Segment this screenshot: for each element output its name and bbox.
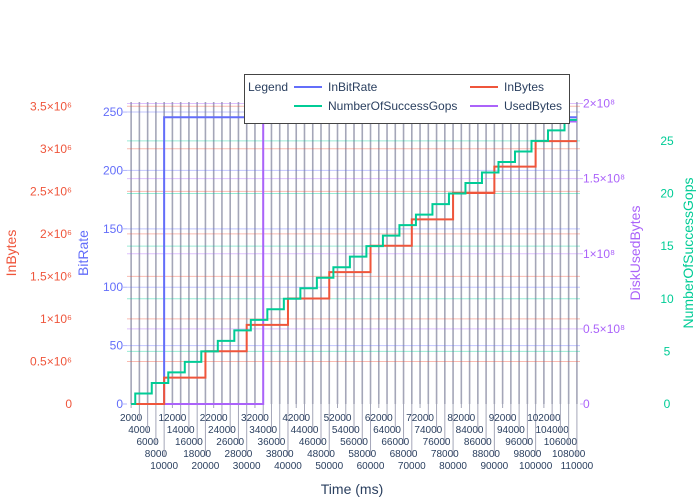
inbytes-tick-label: 3×10⁶ xyxy=(40,142,72,156)
x-tick-label: 80000 xyxy=(439,461,467,472)
disk-tick-label: 0 xyxy=(583,397,590,411)
bitrate-tick-label: 250 xyxy=(103,105,123,119)
x-tick-label: 8000 xyxy=(145,449,168,460)
x-tick-label: 50000 xyxy=(315,461,343,472)
x-tick-label: 92000 xyxy=(489,413,517,424)
series-line-numberofsuccessgops xyxy=(131,118,577,405)
bitrate-tick-label: 200 xyxy=(103,163,123,177)
x-tick-label: 4000 xyxy=(128,425,151,436)
x-tick-label: 18000 xyxy=(183,449,211,460)
disk-axis-title: DiskUsedBytes xyxy=(627,206,643,301)
disk-tick-label: 1.5×10⁸ xyxy=(583,172,625,186)
x-tick-label: 72000 xyxy=(406,413,434,424)
x-tick-label: 36000 xyxy=(258,437,286,448)
x-tick-label: 42000 xyxy=(282,413,310,424)
x-tick-label: 86000 xyxy=(464,437,492,448)
x-tick-label: 16000 xyxy=(175,437,203,448)
disk-tick-label: 0.5×10⁸ xyxy=(583,322,625,336)
inbytes-tick-label: 1.5×10⁶ xyxy=(30,269,72,283)
inbytes-tick-label: 2×10⁶ xyxy=(40,227,72,241)
x-tick-label: 98000 xyxy=(513,449,541,460)
gops-tick-label: 10 xyxy=(660,292,674,306)
x-tick-label: 38000 xyxy=(266,449,294,460)
x-tick-label: 74000 xyxy=(414,425,442,436)
x-tick-label: 12000 xyxy=(158,413,186,424)
inbytes-axis-title: InBytes xyxy=(3,230,19,277)
x-tick-label: 70000 xyxy=(398,461,426,472)
inbytes-tick-label: 2.5×10⁶ xyxy=(30,184,72,198)
x-tick-label: 58000 xyxy=(348,449,376,460)
inbytes-tick-label: 0.5×10⁶ xyxy=(30,354,72,368)
x-tick-label: 56000 xyxy=(340,437,368,448)
gops-tick-label: 0 xyxy=(664,397,671,411)
x-tick-label: 52000 xyxy=(324,413,352,424)
x-tick-label: 26000 xyxy=(216,437,244,448)
series-line-inbytes xyxy=(131,140,577,405)
bitrate-tick-label: 0 xyxy=(116,397,123,411)
legend-entry: InBytes xyxy=(504,80,544,94)
legend: Legend InBitRate InBytes NumberOfSuccessGop… xyxy=(244,74,570,124)
x-tick-label: 14000 xyxy=(167,425,195,436)
inbytes-tick-label: 0 xyxy=(65,397,72,411)
x-tick-label: 24000 xyxy=(208,425,236,436)
bitrate-tick-label: 150 xyxy=(103,222,123,236)
x-tick-label: 44000 xyxy=(291,425,319,436)
legend-entry: InBitRate xyxy=(328,80,378,94)
gops-axis-title: NumberOfSuccessGops xyxy=(680,178,696,329)
x-tick-label: 60000 xyxy=(357,461,385,472)
x-tick-label: 78000 xyxy=(431,449,459,460)
x-tick-label: 62000 xyxy=(365,413,393,424)
x-tick-label: 6000 xyxy=(137,437,160,448)
x-tick-label: 106000 xyxy=(544,437,578,448)
x-tick-label: 10000 xyxy=(150,461,178,472)
x-tick-label: 100000 xyxy=(519,461,553,472)
x-tick-label: 110000 xyxy=(561,461,594,472)
x-tick-label: 96000 xyxy=(505,437,533,448)
disk-tick-label: 2×10⁸ xyxy=(583,97,615,111)
x-tick-label: 88000 xyxy=(472,449,500,460)
x-tick-label: 104000 xyxy=(535,425,569,436)
inbytes-tick-label: 1×10⁶ xyxy=(40,312,72,326)
x-tick-label: 54000 xyxy=(332,425,360,436)
x-tick-label: 84000 xyxy=(456,425,484,436)
x-tick-label: 30000 xyxy=(233,461,261,472)
x-tick-label: 28000 xyxy=(225,449,253,460)
x-tick-label: 90000 xyxy=(480,461,508,472)
gops-tick-label: 5 xyxy=(664,344,671,358)
gops-tick-label: 15 xyxy=(660,239,674,253)
legend-entry: NumberOfSuccessGops xyxy=(328,99,457,113)
legend-entry: UsedBytes xyxy=(504,99,562,113)
gops-tick-label: 25 xyxy=(660,134,674,148)
x-tick-label: 46000 xyxy=(299,437,327,448)
x-tick-label: 64000 xyxy=(373,425,401,436)
x-tick-label: 34000 xyxy=(249,425,277,436)
disk-tick-label: 1×10⁸ xyxy=(583,247,615,261)
bitrate-tick-label: 50 xyxy=(110,339,124,353)
x-tick-label: 2000 xyxy=(120,413,143,424)
x-tick-label: 20000 xyxy=(192,461,220,472)
x-tick-label: 32000 xyxy=(241,413,269,424)
x-tick-label: 48000 xyxy=(307,449,335,460)
x-tick-label: 102000 xyxy=(527,413,561,424)
bitrate-axis-title: BitRate xyxy=(75,230,91,276)
bitrate-tick-label: 100 xyxy=(103,280,123,294)
x-tick-label: 68000 xyxy=(390,449,418,460)
inbytes-tick-label: 3.5×10⁶ xyxy=(30,99,72,113)
x-tick-label: 76000 xyxy=(423,437,451,448)
x-tick-label: 94000 xyxy=(497,425,525,436)
x-tick-label: 22000 xyxy=(200,413,228,424)
gops-tick-label: 20 xyxy=(660,187,674,201)
x-tick-label: 66000 xyxy=(381,437,409,448)
legend-box xyxy=(244,74,570,124)
x-tick-label: 40000 xyxy=(274,461,302,472)
x-tick-label: 108000 xyxy=(552,449,586,460)
x-axis-title: Time (ms) xyxy=(321,481,383,497)
legend-title: Legend xyxy=(248,80,288,94)
x-tick-label: 82000 xyxy=(447,413,475,424)
